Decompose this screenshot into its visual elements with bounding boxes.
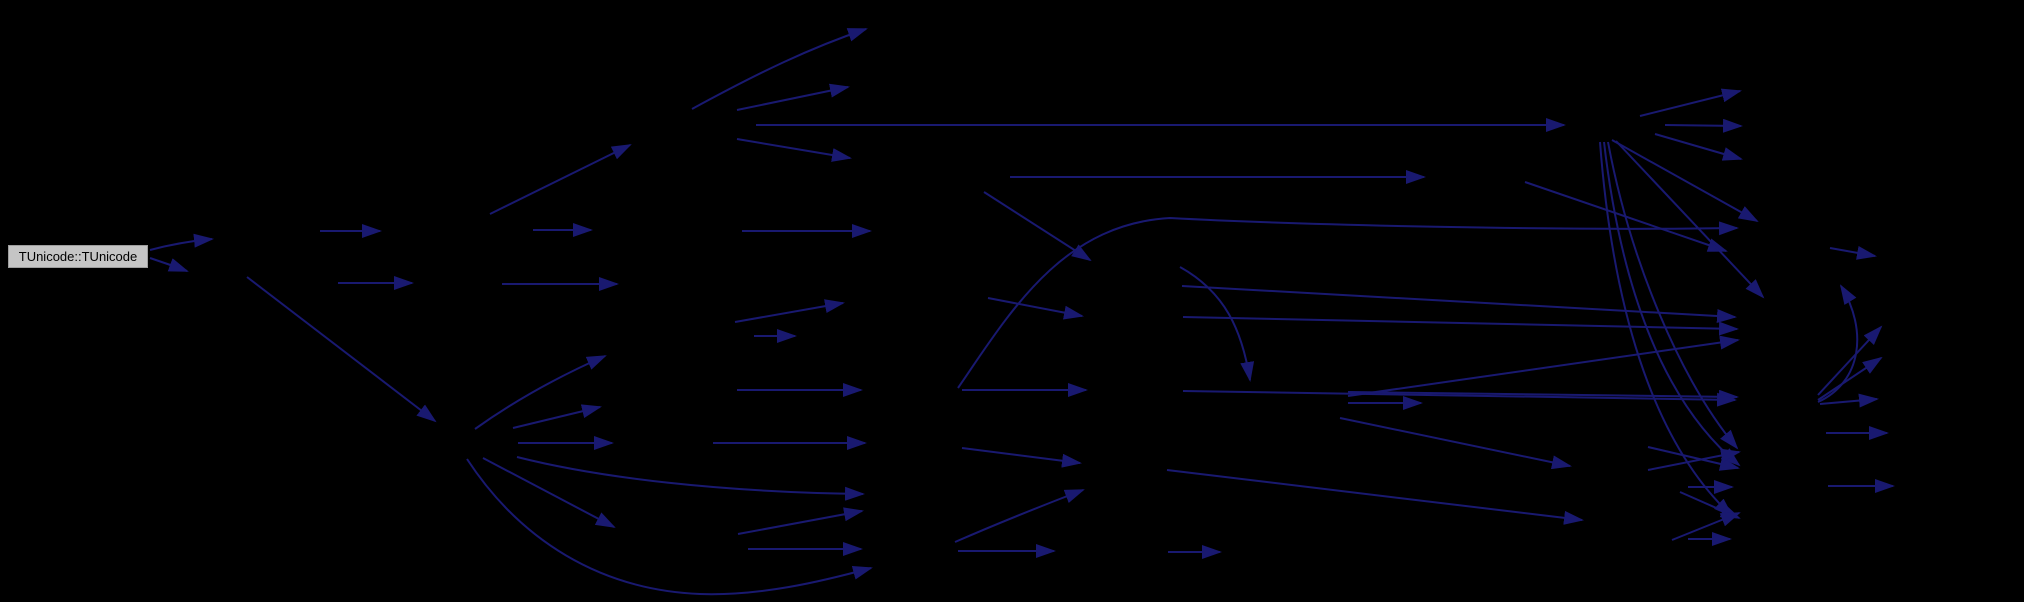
graph-edge-c-to-d-hub [489,144,632,215]
graph-edge-r3-sweep-1 [1607,141,1739,450]
graph-edge-ln1-cross [1647,446,1740,471]
graph-edge-n6b-diag [961,447,1082,468]
graph-edge-r3-steep-2 [1615,140,1765,299]
node-tunicode-tunicode: TUnicode::TUnicode [8,245,148,268]
graph-edge-n11-to-t2 [1182,390,1737,407]
graph-edge-d-up-right [736,83,850,111]
graph-edge-td3-diag-down [983,191,1092,262]
graph-edge-n10a-curve-down [1179,266,1255,382]
graph-edge-x-cross-up [1671,512,1741,541]
graph-edge-r3-down-right [1654,133,1743,161]
graph-edge-f-down-right [482,457,616,528]
graph-edge-t2-mid-right [1817,356,1883,401]
graph-edge-n9-diag [987,297,1084,320]
graph-edge-x-cross-down [1679,491,1741,519]
graph-edge-r3-right [1664,118,1743,133]
graph-edge-g2-up-right [734,299,845,323]
graph-edge-r3-steep-1 [1611,139,1759,222]
graph-edge-r3-sweep-2 [1603,141,1741,467]
graph-edge-r2-down-diag [1339,417,1572,470]
graph-edge-root-to-b [149,257,189,272]
graph-edge-n10a-long [1181,285,1737,323]
graph-edge-d-curve-top [691,28,868,110]
graph-edge-ln2-cross [1647,448,1741,471]
graph-edge-d-down-right [736,138,852,162]
graph-edge-t2-s-curve [1817,284,1859,403]
graph-edge-r3-sweep-3 [1599,141,1734,518]
node-label: TUnicode::TUnicode [18,249,138,264]
graph-edge-f-up-right [512,404,602,429]
graph-edge-r2-to-t2 [1347,389,1739,404]
graph-edge-n12-long-diag [1166,469,1584,525]
graph-edge-t2-up-right [1817,325,1883,396]
graph-edge-b-to-f-hub [246,276,437,423]
graph-edge-t2-horizontal [1819,393,1879,408]
graph-edge-f-bottom-curve [466,458,873,596]
graph-edge-r2-up-long [1347,335,1740,397]
graph-edge-f-flat-curve [516,456,865,501]
graph-edge-n13-up-right [737,507,864,535]
graph-edge-r3-up-right [1639,88,1742,117]
graph-edge-n15-curve-up [954,489,1085,543]
graph-edge-root-to-a [149,233,214,251]
graph-edge-n228-right [1829,245,1877,260]
graph-edge-f-curve-up [474,355,607,430]
graph-edge-n10b-long [1182,316,1739,336]
